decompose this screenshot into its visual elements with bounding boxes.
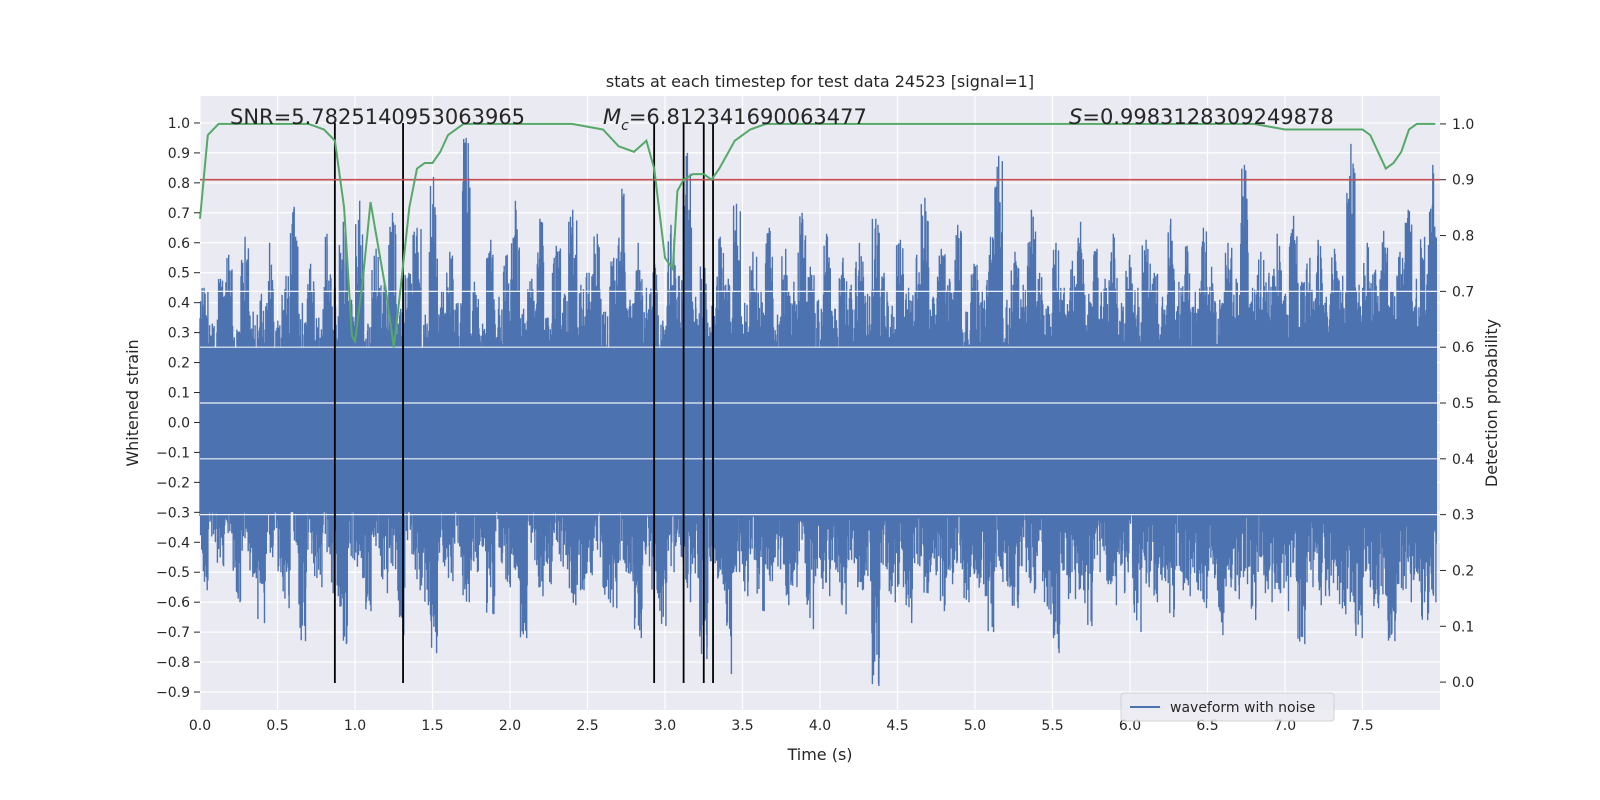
y-tick-label: 1.0 [168, 116, 190, 132]
y-tick-label: −0.3 [156, 505, 190, 521]
s-value: =0.9983128309249878 [1082, 105, 1333, 129]
right-tick-label: 0.9 [1452, 173, 1474, 189]
y-tick-label: −0.1 [156, 445, 190, 461]
s-symbol: S [1069, 105, 1082, 129]
y-tick-label: 0.0 [168, 415, 190, 431]
legend: waveform with noise [1120, 692, 1335, 722]
x-tick-label: 0.5 [266, 718, 288, 734]
y-tick-label: −0.9 [156, 685, 190, 701]
y-tick-label: −0.4 [156, 535, 190, 551]
probability-line [199, 122, 1436, 348]
x-tick-label: 2.0 [499, 718, 521, 734]
y-tick-label: 0.3 [168, 326, 190, 342]
y-tick-label: 0.8 [168, 176, 190, 192]
y-tick-label: 0.7 [168, 206, 190, 222]
x-tick-label: 4.5 [886, 718, 908, 734]
s-annotation: S=0.9983128309249878 [1069, 105, 1334, 129]
y-tick-label: 0.4 [168, 296, 190, 312]
chart-title: stats at each timestep for test data 245… [606, 72, 1034, 91]
y-tick-label: 0.2 [168, 356, 190, 372]
event-lines [333, 122, 714, 684]
y-tick-label: −0.7 [156, 625, 190, 641]
x-tick-label: 3.0 [654, 718, 676, 734]
right-tick-label: 1.0 [1452, 117, 1474, 133]
y-tick-label: −0.8 [156, 655, 190, 671]
y-tick-label: 0.1 [168, 386, 190, 402]
right-axis-ticks: 1.0 0.9 0.8 0.7 0.6 0.5 0.4 0.3 0.2 0.1 0.0 [1440, 117, 1474, 691]
x-tick-label: 1.0 [344, 718, 366, 734]
y-axis-label: Whitened strain [123, 339, 142, 466]
x-tick-label: 3.5 [731, 718, 753, 734]
legend-label: waveform with noise [1170, 700, 1315, 716]
x-axis-label: Time (s) [786, 745, 852, 764]
x-tick-label: 2.5 [576, 718, 598, 734]
right-tick-label: 0.1 [1452, 619, 1474, 635]
right-axis-label: Detection probability [1482, 319, 1501, 487]
probability-series [199, 122, 1436, 348]
x-tick-label: 4.0 [809, 718, 831, 734]
y-tick-label: −0.2 [156, 475, 190, 491]
x-tick-label: 5.5 [1041, 718, 1063, 734]
x-tick-label: 5.0 [964, 718, 986, 734]
waveform-core [200, 347, 1437, 513]
right-tick-label: 0.4 [1452, 452, 1474, 468]
x-axis-ticks: 0.0 0.5 1.0 1.5 2.0 2.5 3.0 3.5 4.0 4.5 5.0 5.5 6.0 6… [189, 718, 1374, 734]
y-tick-label: −0.5 [156, 565, 190, 581]
right-tick-label: 0.3 [1452, 508, 1474, 524]
x-tick-label: 1.5 [421, 718, 443, 734]
mc-annotation: Mc=6.812341690063477 [603, 105, 867, 134]
x-tick-label: 7.5 [1351, 718, 1373, 734]
waveform-series [199, 137, 1440, 686]
y-tick-label: −0.6 [156, 595, 190, 611]
right-tick-label: 0.5 [1452, 396, 1474, 412]
x-tick-label: 7.0 [1274, 718, 1296, 734]
x-tick-label: 0.0 [189, 718, 211, 734]
right-tick-label: 0.2 [1452, 563, 1474, 579]
legend-box [1120, 692, 1335, 722]
right-tick-label: 0.0 [1452, 675, 1474, 691]
y-axis-ticks: 1.0 0.9 0.8 0.7 0.6 0.5 0.4 0.3 0.2 0.1 0.0 −0.1 −0.… [156, 116, 200, 701]
snr-annotation: SNR=5.7825140953063965 [230, 105, 525, 129]
y-tick-label: 0.9 [168, 146, 190, 162]
y-tick-label: 0.6 [168, 236, 190, 252]
right-tick-label: 0.6 [1452, 340, 1474, 356]
right-tick-label: 0.7 [1452, 284, 1474, 300]
x-tick-label: 6.5 [1196, 718, 1218, 734]
y-tick-label: 0.5 [168, 266, 190, 282]
mc-value: =6.812341690063477 [629, 105, 867, 129]
x-tick-label: 6.0 [1119, 718, 1141, 734]
mc-symbol: M [603, 105, 621, 129]
mc-subscript: c [621, 118, 629, 134]
right-tick-label: 0.8 [1452, 229, 1474, 245]
